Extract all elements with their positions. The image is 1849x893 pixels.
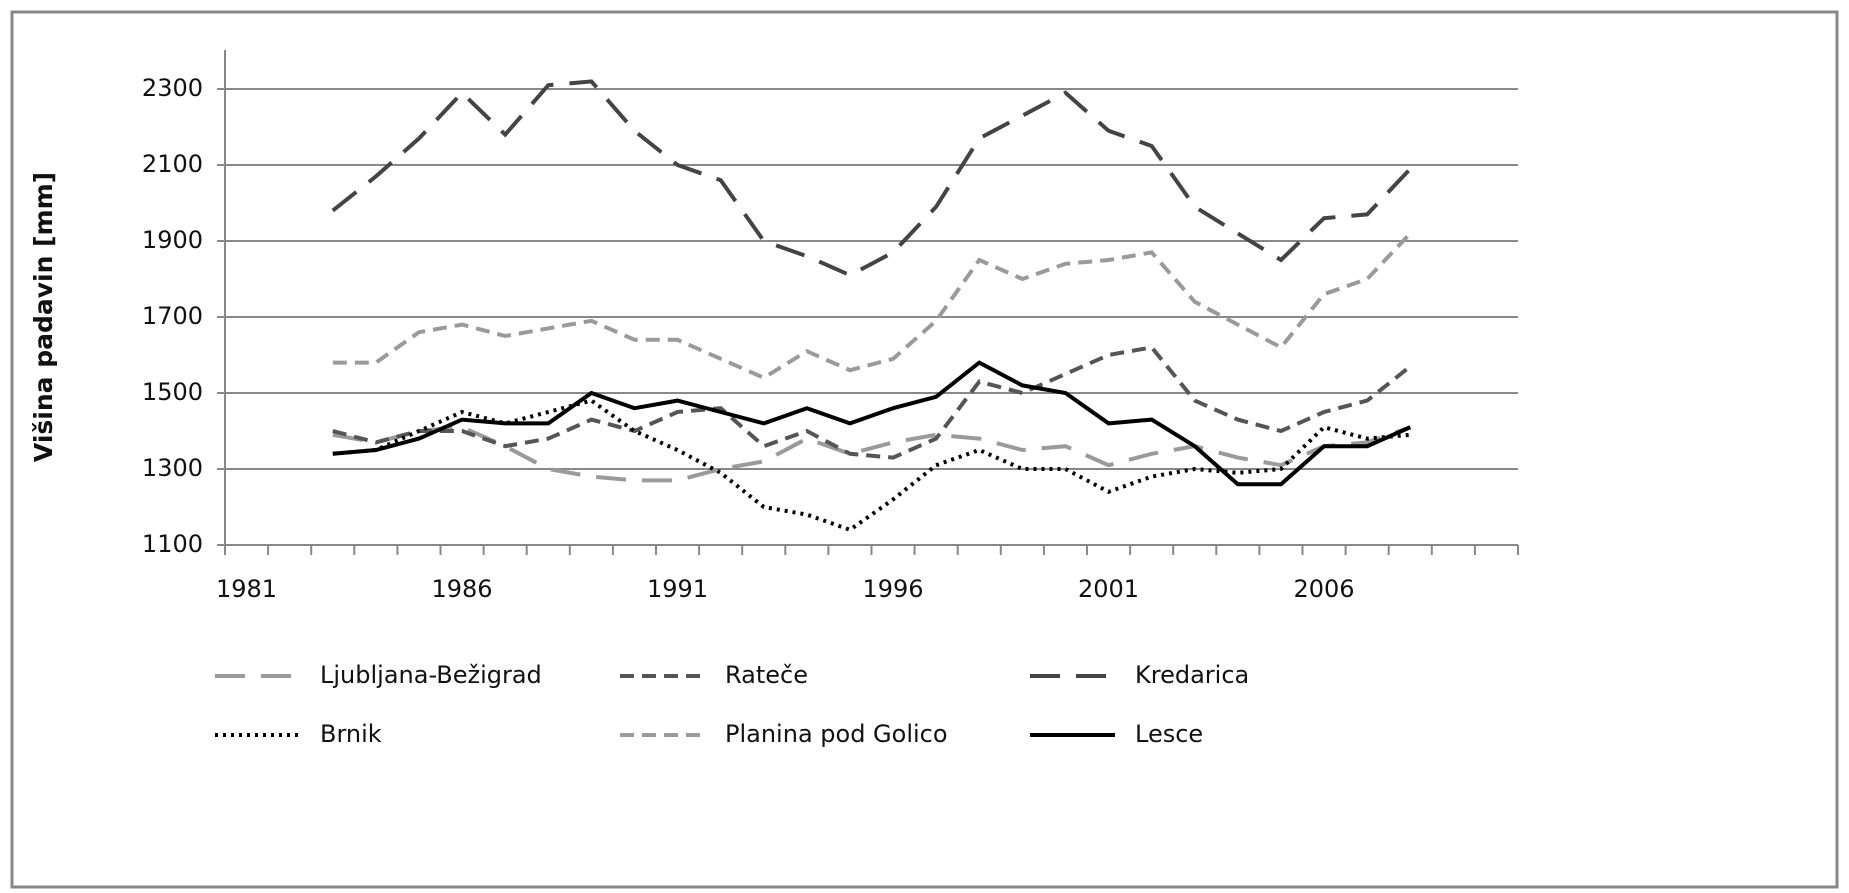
series-line	[332, 360, 1412, 487]
chart-frame	[10, 10, 1839, 889]
legend-label: Lesce	[1135, 720, 1203, 748]
series-line	[331, 79, 1412, 278]
series-line	[332, 232, 1412, 381]
legend-label: Rateče	[725, 661, 808, 689]
y-tick-label: 1700	[142, 302, 203, 330]
x-tick-label: 2001	[1078, 575, 1139, 603]
legend-label: Brnik	[320, 720, 382, 748]
series-line	[332, 345, 1412, 460]
y-tick-label: 1900	[142, 226, 203, 254]
y-axis-label: Višina padavin [mm]	[29, 172, 58, 462]
x-tick-label: 2006	[1294, 575, 1355, 603]
legend-label: Ljubljana-Bežigrad	[320, 661, 542, 689]
legend-label: Planina pod Golico	[725, 720, 948, 748]
x-tick-label: 1991	[647, 575, 708, 603]
y-tick-label: 1500	[142, 378, 203, 406]
y-tick-label: 1300	[142, 454, 203, 482]
legend-label: Kredarica	[1135, 661, 1249, 689]
y-tick-label: 2100	[142, 150, 203, 178]
y-tick-label: 2300	[142, 74, 203, 102]
series-line	[332, 425, 1411, 483]
y-tick-label: 1100	[142, 530, 203, 558]
x-tick-label: 1986	[432, 575, 493, 603]
x-tick-label: 1996	[863, 575, 924, 603]
x-tick-label: 1981	[216, 575, 277, 603]
